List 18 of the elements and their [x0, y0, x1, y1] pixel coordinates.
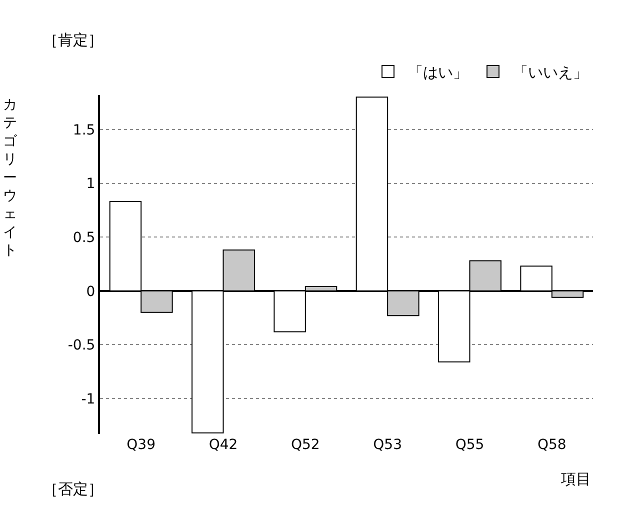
text: カテゴリーウェイト — [3, 97, 17, 259]
text: ［肯定］ — [43, 31, 103, 49]
legend-label: 「いいえ」 — [513, 63, 588, 82]
y-tick-label: -0.5 — [68, 338, 96, 354]
y-tick-label: 1 — [86, 176, 96, 192]
x-tick-label: Q53 — [373, 437, 402, 453]
text: ［否定］ — [43, 480, 103, 498]
x-axis-title: 項目 — [560, 470, 591, 488]
legend-label: 「はい」 — [408, 63, 468, 82]
x-tick-label: Q55 — [455, 437, 484, 453]
y-tick-label: -1 — [81, 391, 96, 408]
x-tick-label: Q58 — [538, 437, 566, 453]
x-tick-label: Q39 — [126, 437, 156, 453]
x-tick-label: Q52 — [291, 437, 320, 453]
y-tick-label: 1.5 — [72, 122, 96, 138]
y-tick-label: 0 — [86, 284, 96, 300]
x-tick-label: Q42 — [208, 437, 238, 453]
y-tick-label: 0.5 — [72, 230, 96, 246]
